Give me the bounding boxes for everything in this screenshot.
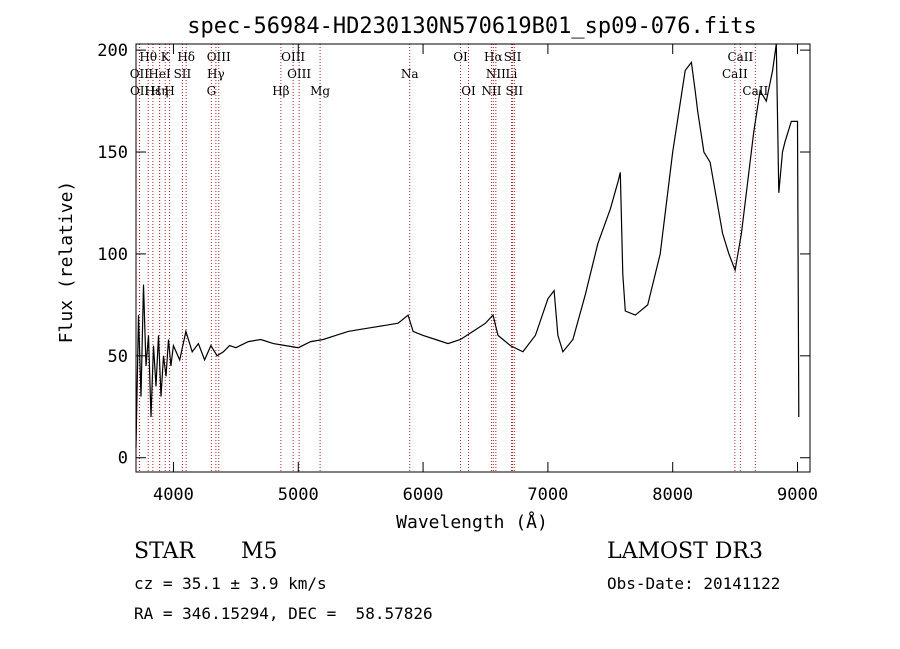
spectrum-line <box>135 43 800 448</box>
y-tick-label-0: 0 <box>118 449 128 469</box>
line-label-20: Hη <box>151 84 169 98</box>
line-label-26: NII <box>481 84 501 98</box>
chart-title: spec-56984-HD230130N570619B01_sp09-076.f… <box>187 14 757 39</box>
x-tick-label-4: 8000 <box>652 485 693 505</box>
line-label-28: CaII <box>742 84 768 98</box>
object-class: STAR <box>134 539 195 564</box>
observation-date: Obs-Date: 20141122 <box>607 574 781 593</box>
x-axis-label: Wavelength (Å) <box>396 511 548 533</box>
x-tick-label-3: 7000 <box>527 485 568 505</box>
line-label-6: Hα <box>484 50 503 64</box>
x-tick-label-2: 6000 <box>403 485 444 505</box>
line-label-3: OIII <box>207 50 231 64</box>
y-axis-label: Flux (relative) <box>56 181 77 344</box>
line-label-24: Mg <box>310 84 330 98</box>
line-label-0: Hθ <box>139 50 157 64</box>
line-label-5: OI <box>453 50 468 64</box>
line-label-4: OIII <box>281 50 305 64</box>
line-label-19: Hε <box>145 84 162 98</box>
line-label-1: K <box>161 50 171 64</box>
line-label-25: OI <box>461 84 476 98</box>
line-label-8: CaII <box>727 50 753 64</box>
line-label-27: SII <box>505 84 523 98</box>
line-label-7: SII <box>504 50 522 64</box>
plot-frame <box>135 43 811 473</box>
line-label-16: Li <box>506 67 518 81</box>
object-subclass: M5 <box>241 539 278 564</box>
survey-name: LAMOST DR3 <box>607 539 763 564</box>
x-tick-label-0: 4000 <box>153 485 194 505</box>
spectrum-series <box>135 43 800 448</box>
line-label-12: Hγ <box>207 67 225 81</box>
x-tick-label-1: 5000 <box>278 485 319 505</box>
y-tick-label-4: 200 <box>97 41 128 61</box>
y-tick-label-3: 150 <box>97 143 128 163</box>
axis-ticks: 4000 5000 6000 7000 8000 9000 0 50 100 150 200 <box>97 41 818 505</box>
line-label-18: OII <box>130 84 150 98</box>
line-label-22: G <box>207 84 217 98</box>
line-label-13: OIII <box>287 67 311 81</box>
line-label-15: NII <box>486 67 506 81</box>
redshift-velocity: cz = 35.1 ± 3.9 km/s <box>134 574 327 593</box>
y-tick-label-1: 50 <box>108 347 128 367</box>
line-label-2: Hδ <box>177 50 195 64</box>
x-tick-label-5: 9000 <box>777 485 818 505</box>
line-label-23: Hβ <box>272 84 289 98</box>
line-label-17: CaII <box>722 67 748 81</box>
line-label-14: Na <box>401 67 419 81</box>
line-label-21: H <box>164 84 174 98</box>
coordinates: RA = 346.15294, DEC = 58.57826 <box>134 604 433 623</box>
line-label-11: SII <box>174 67 192 81</box>
y-tick-label-2: 100 <box>97 245 128 265</box>
